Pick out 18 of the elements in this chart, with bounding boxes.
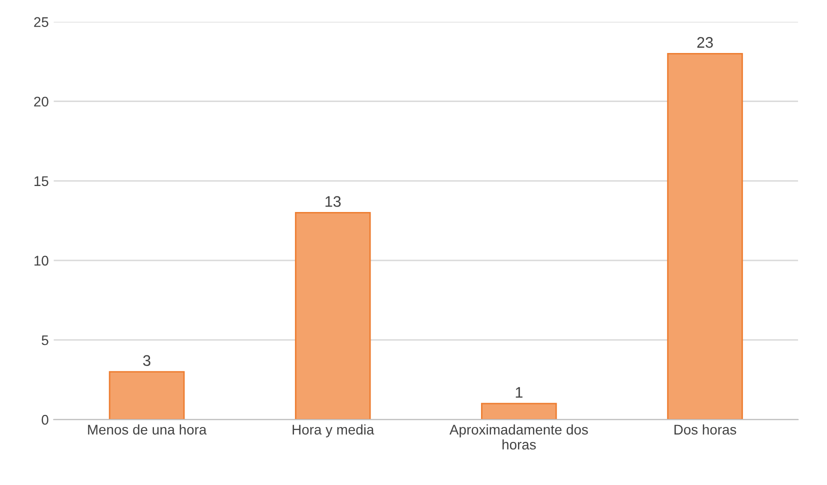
y-tick-label: 10 [34,256,48,266]
x-tick-label: Hora y media [292,424,374,438]
y-tick-label: 25 [34,17,48,27]
data-label: 3 [143,355,150,366]
x-tick-label: Aproximadamente dos horas [449,424,588,450]
bar [667,52,743,420]
bar [108,371,185,420]
y-tick-label: 20 [34,96,48,107]
y-tick-label: 5 [42,335,48,346]
x-tick-label: Dos horas [674,424,736,435]
y-tick-label: 0 [42,414,48,425]
data-label: 1 [516,387,522,398]
bar [294,212,371,420]
data-label: 13 [326,196,341,207]
bar [481,402,557,420]
data-label: 23 [697,37,713,48]
x-tick-label: Menos de una hora [88,424,207,435]
y-tick-label: 15 [34,176,48,186]
